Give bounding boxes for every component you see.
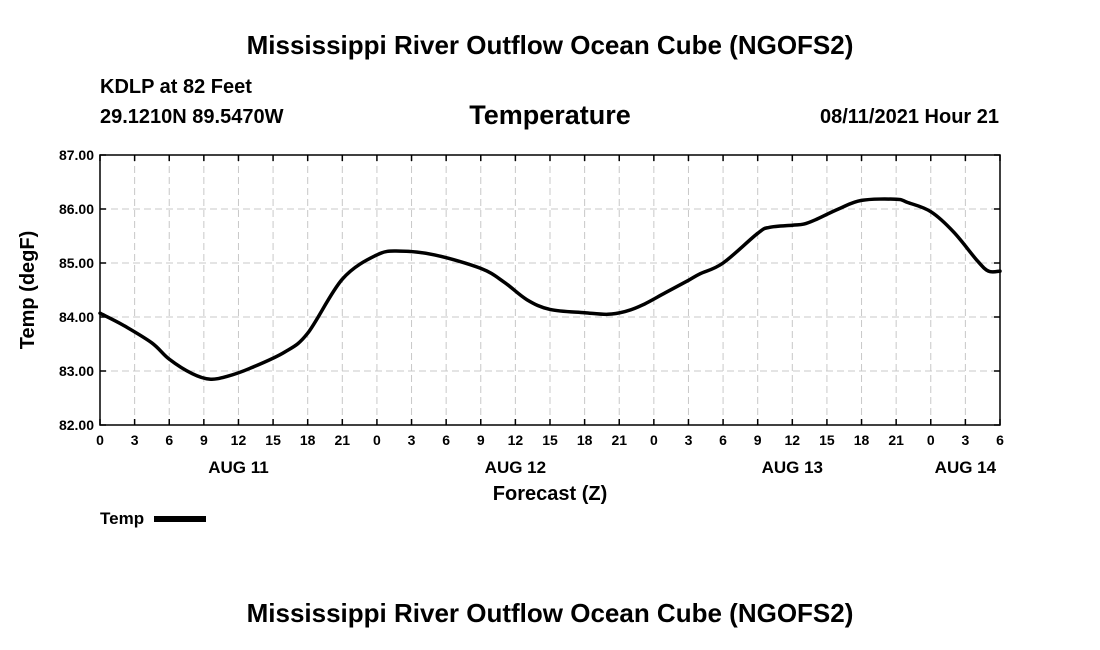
x-tick-label: 6 [165, 432, 173, 448]
legend-label-temp: Temp [100, 509, 145, 528]
x-tick-label: 15 [819, 432, 835, 448]
x-tick-label: 9 [200, 432, 208, 448]
y-tick-label: 82.00 [59, 417, 94, 433]
day-label: AUG 14 [935, 458, 997, 477]
x-tick-label: 18 [577, 432, 593, 448]
x-tick-label: 18 [854, 432, 870, 448]
y-tick-label: 85.00 [59, 255, 94, 271]
y-tick-label: 87.00 [59, 147, 94, 163]
x-tick-label: 6 [996, 432, 1004, 448]
x-tick-label: 3 [408, 432, 416, 448]
day-label: AUG 13 [762, 458, 823, 477]
x-tick-label: 0 [373, 432, 381, 448]
figure-title-top: Mississippi River Outflow Ocean Cube (NG… [246, 30, 854, 60]
day-label: AUG 12 [485, 458, 546, 477]
figure-title-bottom: Mississippi River Outflow Ocean Cube (NG… [246, 598, 854, 628]
x-tick-label: 12 [231, 432, 247, 448]
x-tick-label: 12 [508, 432, 524, 448]
x-tick-label: 9 [754, 432, 762, 448]
day-label: AUG 11 [208, 458, 268, 477]
x-tick-label: 0 [927, 432, 935, 448]
x-tick-label: 21 [611, 432, 627, 448]
x-tick-label: 0 [96, 432, 104, 448]
x-tick-label: 15 [265, 432, 281, 448]
y-axis-ticks: 82.00 83.00 84.00 85.00 86.00 87.00 [59, 147, 1000, 433]
y-tick-label: 86.00 [59, 201, 94, 217]
x-tick-label: 21 [888, 432, 904, 448]
legend-swatch-temp [154, 516, 207, 522]
x-tick-label: 6 [719, 432, 727, 448]
x-tick-label: 3 [685, 432, 693, 448]
x-tick-label: 18 [300, 432, 316, 448]
y-axis-label: Temp (degF) [17, 231, 39, 350]
x-tick-label: 21 [335, 432, 351, 448]
forecast-timestamp: 08/11/2021 Hour 21 [819, 106, 999, 128]
x-tick-label: 15 [542, 432, 558, 448]
x-tick-label: 3 [961, 432, 969, 448]
chart-title: Temperature [469, 100, 631, 130]
station-label: KDLP at 82 Feet [100, 76, 252, 98]
grid-lines [100, 155, 1000, 425]
temp-series-line [98, 197, 1002, 381]
x-axis-label: Forecast (Z) [493, 483, 607, 505]
x-tick-label: 0 [650, 432, 658, 448]
x-tick-label: 6 [442, 432, 450, 448]
x-tick-label: 3 [131, 432, 139, 448]
y-tick-label: 84.00 [59, 309, 94, 325]
y-tick-label: 83.00 [59, 363, 94, 379]
x-tick-label: 12 [785, 432, 801, 448]
station-coordinates: 29.1210N 89.5470W [100, 106, 284, 128]
legend: Temp [100, 509, 207, 529]
x-tick-label: 9 [477, 432, 485, 448]
x-axis-ticks: 0 3 6 9 12 15 18 21 0 3 6 9 12 15 18 21 0 3 6 9 12 15 18 21 0 3 6 A… [96, 155, 1004, 477]
